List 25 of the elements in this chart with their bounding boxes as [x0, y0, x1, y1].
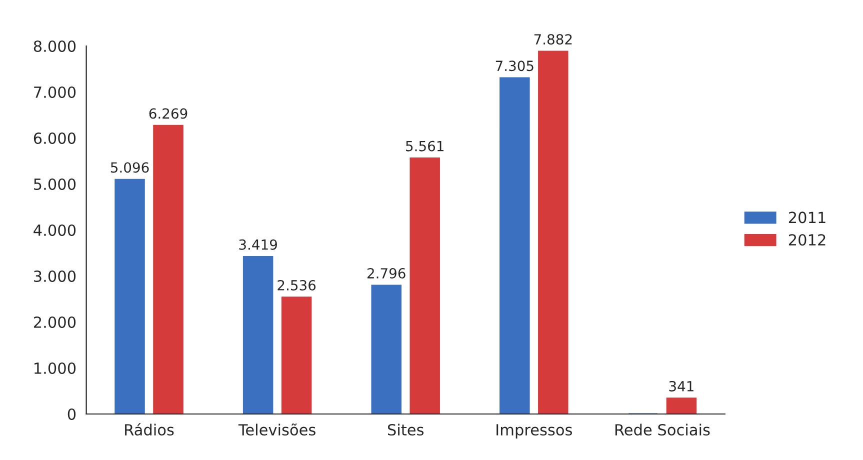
data-label: 6.269 [149, 108, 188, 119]
y-tick-label: 1.000 [34, 362, 76, 374]
x-tick-label: Televisões [238, 423, 316, 436]
x-tick-label: Sites [388, 424, 424, 436]
y-tick-label: 0 [68, 408, 76, 420]
legend-label: 2011 [788, 212, 826, 224]
y-tick-label: 7.000 [34, 86, 76, 98]
data-label: 2.536 [278, 280, 316, 290]
data-label: 341 [669, 380, 694, 392]
x-tick-label: Impressos [496, 424, 572, 439]
y-tick-label: 3.000 [34, 270, 76, 282]
data-label: 5.561 [406, 140, 444, 152]
y-tick-label: 2.000 [34, 316, 76, 328]
legend-label: 2012 [788, 234, 826, 246]
data-label: 3.419 [239, 239, 277, 250]
y-tick-label: 4.000 [34, 224, 76, 236]
data-label: 5.096 [110, 162, 149, 173]
y-tick-label: 5.000 [34, 178, 76, 190]
data-label: 7.305 [496, 60, 534, 72]
data-label: 2.796 [368, 268, 406, 279]
y-tick-label: 6.000 [34, 132, 76, 144]
data-label: 7.882 [534, 34, 572, 45]
x-tick-label: Rede Sociais [615, 424, 710, 436]
x-tick-label: Rádios [125, 423, 174, 436]
y-tick-label: 8.000 [34, 40, 76, 52]
